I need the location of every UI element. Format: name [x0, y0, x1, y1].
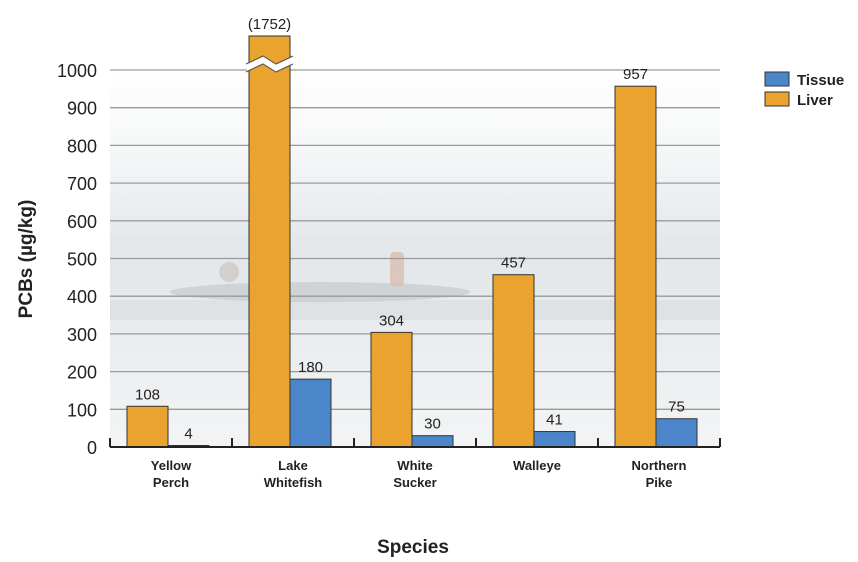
y-tick-label: 100	[67, 400, 97, 420]
bars	[126, 35, 698, 448]
bar-tissue-3	[533, 431, 576, 448]
category-label: Northern Pike	[632, 458, 687, 490]
y-axis-ticks: 0 100 200 300 400 500 600 700 800 900 1000	[57, 61, 97, 458]
data-label-tissue-1: 180	[298, 359, 323, 376]
legend: Tissue Liver	[764, 71, 844, 109]
y-tick-label: 600	[67, 212, 97, 232]
y-tick-label: 500	[67, 250, 97, 270]
data-label-tissue-4: 75	[668, 399, 685, 416]
bar-liver-3	[492, 274, 535, 448]
y-axis-title: PCBs (µg/kg)	[16, 200, 37, 319]
bar-liver-2	[370, 331, 413, 448]
y-tick-label: 0	[87, 438, 97, 458]
data-label-liver-3: 457	[501, 255, 526, 272]
category-labels: Yellow Perch Lake Whitefish White Sucker Walle…	[151, 458, 687, 490]
axis-break-mark	[244, 56, 295, 72]
axis-break-line	[245, 63, 294, 73]
legend-swatch-liver	[764, 91, 790, 107]
data-labels: 108 4 (1752) 180 304 30 457 41 957 75	[135, 16, 685, 442]
y-tick-label: 900	[67, 99, 97, 119]
axis-break-line	[245, 55, 294, 65]
bar-liver-0	[126, 405, 169, 448]
y-tick-label: 200	[67, 363, 97, 383]
data-label-liver-4: 957	[623, 66, 648, 83]
y-tick-label: 300	[67, 325, 97, 345]
data-label-liver-0: 108	[135, 386, 160, 403]
x-axis	[109, 438, 721, 448]
legend-label-liver: Liver	[797, 92, 833, 109]
category-label: Walleye	[513, 458, 561, 473]
bar-tissue-2	[411, 435, 454, 448]
bar-tissue-4	[655, 418, 698, 448]
y-tick-label: 800	[67, 136, 97, 156]
y-tick-label: 400	[67, 287, 97, 307]
x-axis-title: Species	[377, 537, 449, 558]
category-label: Yellow Perch	[151, 458, 192, 490]
y-tick-label: 1000	[57, 61, 97, 81]
bar-tissue-1	[289, 378, 332, 448]
category-label: Lake Whitefish	[264, 458, 323, 490]
data-label-tissue-2: 30	[424, 416, 441, 433]
data-label-tissue-3: 41	[546, 412, 563, 429]
data-label-tissue-0: 4	[184, 425, 192, 442]
bar-liver-4	[614, 85, 657, 448]
bar-liver-1	[248, 35, 291, 448]
y-tick-label: 700	[67, 174, 97, 194]
legend-label-tissue: Tissue	[797, 72, 844, 89]
data-label-liver-1: (1752)	[248, 16, 291, 33]
category-label: White Sucker	[393, 458, 436, 490]
data-label-liver-2: 304	[379, 312, 404, 329]
legend-swatch-tissue	[764, 71, 790, 87]
